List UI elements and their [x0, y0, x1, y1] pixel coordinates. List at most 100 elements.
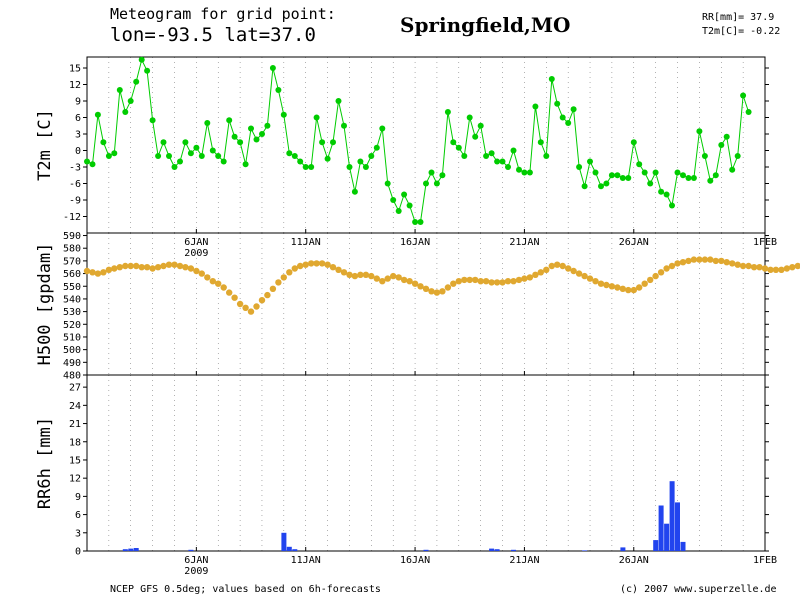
h500-point	[395, 274, 402, 281]
h500-point	[614, 284, 621, 291]
h500-ytick-label: 510	[63, 332, 81, 343]
h500-point	[111, 265, 118, 272]
rr-ytick-label: 15	[69, 455, 81, 466]
h500-ytick-label: 580	[63, 244, 81, 255]
t2m-point	[652, 169, 659, 176]
t2m-point	[740, 92, 747, 99]
t2m-point	[636, 161, 643, 168]
t2m-point	[144, 67, 151, 74]
t2m-point	[499, 158, 506, 165]
h500-point	[346, 271, 353, 278]
rr-ytick-label: 21	[69, 419, 81, 430]
h500-point	[581, 272, 588, 280]
rr-bar	[494, 549, 500, 551]
h500-point	[433, 289, 441, 296]
rr-xtick-label: 1FEB	[753, 555, 777, 566]
h500-point	[357, 271, 364, 278]
h500-point	[297, 262, 304, 270]
h500-point	[521, 275, 528, 282]
h500-point	[493, 279, 501, 286]
t2m-point	[570, 106, 577, 113]
t2m-point	[204, 120, 211, 126]
h500-point	[668, 262, 676, 270]
h500-point	[586, 275, 594, 282]
h500-point	[472, 276, 479, 284]
h500-ytick-label: 560	[63, 269, 81, 280]
h500-point	[105, 266, 113, 273]
h500-point	[143, 264, 151, 271]
h500-point	[794, 262, 800, 270]
t2m-point	[335, 98, 342, 104]
h500-point	[772, 266, 780, 273]
t2m-point	[242, 161, 249, 168]
rr-bar	[680, 541, 686, 551]
h500-ytick-label: 590	[63, 231, 81, 242]
chart-title-line1: Meteogram for grid point:	[110, 5, 336, 23]
t2m-point	[127, 98, 134, 104]
t2m-point	[543, 153, 550, 159]
t2m-point	[308, 164, 315, 170]
rr-xtick-year: 2009	[184, 566, 208, 577]
t2m-point	[592, 169, 599, 176]
h500-point	[226, 289, 233, 296]
h500-point	[340, 269, 348, 276]
h500-point	[411, 280, 419, 287]
h500-point	[231, 294, 238, 301]
h500-point	[379, 278, 386, 285]
t2m-point	[444, 109, 451, 115]
rr-bar	[188, 549, 194, 551]
t2m-point	[701, 153, 708, 159]
h500-point	[204, 274, 211, 281]
t2m-ytick-label: -6	[69, 179, 81, 190]
t2m-point	[559, 114, 566, 121]
rr-ytick-label: 3	[75, 528, 81, 539]
t2m-point	[264, 122, 271, 129]
h500-point	[761, 265, 769, 272]
t2m-point	[105, 153, 112, 159]
t2m-ytick-label: 3	[75, 130, 81, 141]
rr-bar	[669, 481, 675, 551]
h500-point	[417, 283, 424, 290]
h500-point	[729, 260, 736, 267]
t2m-point	[581, 183, 588, 190]
h500-point	[362, 271, 370, 278]
t2m-point	[291, 153, 298, 159]
t2m-point	[466, 114, 473, 121]
h500-point	[286, 269, 293, 276]
t2m-point	[297, 158, 304, 165]
h500-point	[783, 265, 791, 272]
h500-point	[308, 260, 315, 267]
t2m-xtick-label: 6JAN	[184, 237, 208, 248]
h500-point	[215, 280, 222, 287]
source-note: NCEP GFS 0.5deg; values based on 6h-fore…	[110, 584, 381, 595]
h500-point	[318, 260, 326, 267]
h500-point	[176, 262, 184, 270]
h500-point	[597, 280, 605, 287]
t2m-point	[494, 158, 501, 165]
t2m-point	[177, 158, 183, 165]
chart-title-line2: lon=-93.5 lat=37.0	[110, 24, 316, 46]
t2m-point	[89, 161, 96, 168]
h500-point	[750, 264, 758, 271]
t2m-frame	[86, 56, 766, 234]
t2m-point	[302, 164, 309, 170]
h500-point	[209, 278, 216, 285]
t2m-point	[138, 56, 145, 63]
rr-ylabel: RR6h [mm]	[35, 417, 55, 509]
t2m-xtick-label: 11JAN	[291, 237, 321, 248]
t2m-point	[373, 144, 380, 151]
t2m-point	[149, 117, 156, 124]
h500-point	[253, 303, 260, 310]
t2m-point	[319, 139, 326, 146]
t2m-point	[433, 180, 440, 187]
h500-point	[734, 261, 741, 268]
t2m-point	[111, 150, 118, 157]
h500-point	[127, 262, 134, 270]
h500-point	[182, 264, 189, 271]
rr-bar	[675, 502, 680, 551]
h500-point	[187, 265, 195, 272]
t2m-point	[745, 109, 752, 115]
t2m-point	[663, 191, 670, 198]
h500-point	[707, 256, 714, 263]
t2m-point	[690, 175, 697, 181]
